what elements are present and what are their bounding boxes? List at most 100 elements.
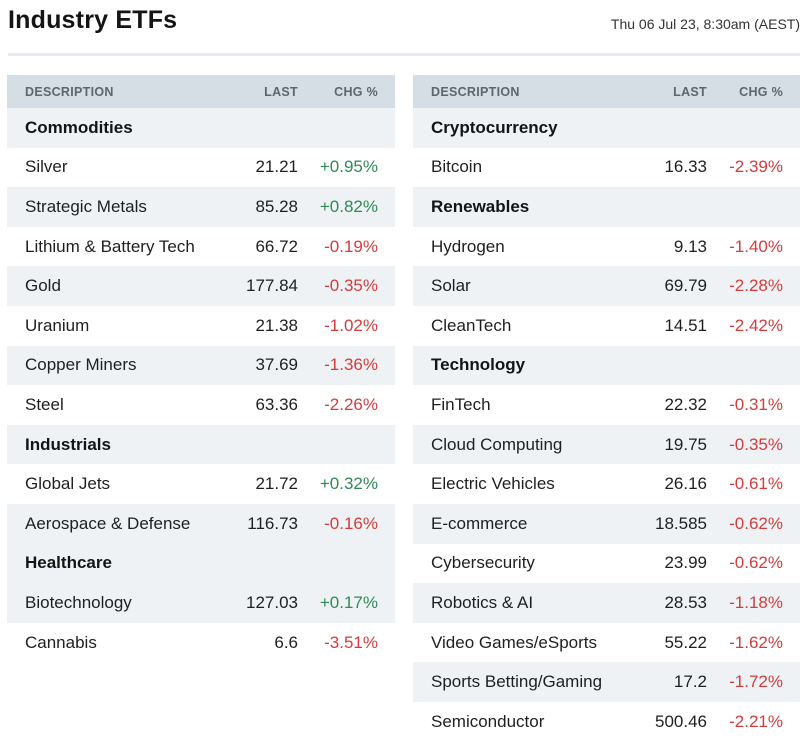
etf-last-price: 6.6 bbox=[274, 632, 298, 652]
etf-name[interactable]: Aerospace & Defense bbox=[25, 513, 191, 533]
etf-name[interactable]: Copper Miners bbox=[25, 355, 137, 375]
table-row[interactable]: Strategic Metals 85.28 +0.82% bbox=[7, 187, 395, 227]
etf-name[interactable]: Electric Vehicles bbox=[431, 474, 555, 494]
table-row[interactable]: Robotics & AI 28.53 -1.18% bbox=[413, 583, 800, 623]
etf-name[interactable]: Hydrogen bbox=[431, 236, 505, 256]
etf-change-percent: -0.62% bbox=[729, 513, 783, 533]
table-row[interactable]: Biotechnology 127.03 +0.17% bbox=[7, 583, 395, 623]
group-header-row: Technology bbox=[413, 345, 800, 386]
etf-name[interactable]: Cannabis bbox=[25, 632, 97, 652]
group-label: Technology bbox=[413, 345, 800, 386]
table-row[interactable]: Copper Miners 37.69 -1.36% bbox=[7, 345, 395, 386]
etf-last-price: 16.33 bbox=[664, 157, 707, 177]
column-header-last[interactable]: LAST bbox=[673, 84, 707, 99]
etf-name[interactable]: Global Jets bbox=[25, 474, 111, 494]
table-row[interactable]: Semiconductor 500.46 -2.21% bbox=[413, 701, 800, 742]
etf-name[interactable]: Cybersecurity bbox=[431, 553, 535, 573]
table-row[interactable]: Solar 69.79 -2.28% bbox=[413, 266, 800, 306]
etf-last-price: 37.69 bbox=[255, 355, 298, 375]
table-row[interactable]: Lithium & Battery Tech 66.72 -0.19% bbox=[7, 226, 395, 267]
etf-change-percent: +0.32% bbox=[319, 474, 378, 494]
right-etf-table: DESCRIPTION LAST CHG % Cryptocurrency Bit… bbox=[413, 75, 800, 742]
table-row[interactable]: Steel 63.36 -2.26% bbox=[7, 385, 395, 425]
table-row[interactable]: Sports Betting/Gaming 17.2 -1.72% bbox=[413, 662, 800, 702]
etf-name[interactable]: Silver bbox=[25, 157, 68, 177]
table-row[interactable]: Gold 177.84 -0.35% bbox=[7, 266, 395, 306]
group-header-row: Industrials bbox=[7, 424, 395, 465]
column-header-description[interactable]: DESCRIPTION bbox=[431, 84, 520, 99]
etf-change-percent: -0.62% bbox=[729, 553, 783, 573]
etf-name[interactable]: Gold bbox=[25, 276, 61, 296]
table-row[interactable]: Global Jets 21.72 +0.32% bbox=[7, 464, 395, 504]
table-row[interactable]: Silver 21.21 +0.95% bbox=[7, 147, 395, 188]
table-row[interactable]: Electric Vehicles 26.16 -0.61% bbox=[413, 464, 800, 504]
etf-name[interactable]: FinTech bbox=[431, 394, 491, 414]
etf-last-price: 23.99 bbox=[664, 553, 707, 573]
etf-last-price: 63.36 bbox=[255, 394, 298, 414]
table-header-row: DESCRIPTION LAST CHG % bbox=[7, 75, 395, 108]
group-label: Renewables bbox=[413, 187, 800, 227]
etf-change-percent: -1.02% bbox=[324, 315, 378, 335]
etf-change-percent: -3.51% bbox=[324, 632, 378, 652]
table-row[interactable]: Uranium 21.38 -1.02% bbox=[7, 305, 395, 346]
etf-last-price: 69.79 bbox=[664, 276, 707, 296]
etf-last-price: 18.585 bbox=[655, 513, 707, 533]
group-header-row: Commodities bbox=[7, 108, 395, 148]
etf-last-price: 85.28 bbox=[255, 196, 298, 216]
header-divider bbox=[8, 53, 800, 56]
etf-name[interactable]: Robotics & AI bbox=[431, 592, 534, 612]
group-header-row: Healthcare bbox=[7, 543, 395, 584]
etf-name[interactable]: Video Games/eSports bbox=[431, 632, 597, 652]
etf-change-percent: -2.39% bbox=[729, 157, 783, 177]
table-row[interactable]: Cloud Computing 19.75 -0.35% bbox=[413, 424, 800, 465]
etf-name[interactable]: Solar bbox=[431, 276, 471, 296]
table-row[interactable]: Bitcoin 16.33 -2.39% bbox=[413, 147, 800, 188]
etf-change-percent: -2.28% bbox=[729, 276, 783, 296]
etf-name[interactable]: Sports Betting/Gaming bbox=[431, 672, 603, 692]
etf-name[interactable]: Lithium & Battery Tech bbox=[25, 236, 195, 256]
table-row[interactable]: FinTech 22.32 -0.31% bbox=[413, 385, 800, 425]
etf-change-percent: +0.95% bbox=[319, 157, 378, 177]
column-header-chg[interactable]: CHG % bbox=[334, 84, 378, 99]
etf-last-price: 21.38 bbox=[255, 315, 298, 335]
table-row[interactable]: Aerospace & Defense 116.73 -0.16% bbox=[7, 503, 395, 544]
etf-change-percent: -0.31% bbox=[729, 394, 783, 414]
etf-change-percent: -0.35% bbox=[729, 434, 783, 454]
etf-last-price: 14.51 bbox=[664, 315, 707, 335]
table-row[interactable]: CleanTech 14.51 -2.42% bbox=[413, 305, 800, 346]
table-row[interactable]: Hydrogen 9.13 -1.40% bbox=[413, 226, 800, 267]
etf-name[interactable]: Strategic Metals bbox=[25, 196, 147, 216]
etf-change-percent: +0.17% bbox=[319, 592, 378, 612]
etf-change-percent: -0.19% bbox=[324, 236, 378, 256]
table-row[interactable]: Cannabis 6.6 -3.51% bbox=[7, 622, 395, 663]
group-label: Commodities bbox=[7, 108, 395, 148]
table-row[interactable]: E-commerce 18.585 -0.62% bbox=[413, 503, 800, 544]
etf-last-price: 55.22 bbox=[664, 632, 707, 652]
etf-name[interactable]: Bitcoin bbox=[431, 157, 483, 177]
etf-name[interactable]: CleanTech bbox=[431, 315, 512, 335]
column-header-chg[interactable]: CHG % bbox=[739, 84, 783, 99]
column-header-last[interactable]: LAST bbox=[264, 84, 298, 99]
etf-change-percent: -1.72% bbox=[729, 672, 783, 692]
etf-name[interactable]: Uranium bbox=[25, 315, 90, 335]
etf-change-percent: -1.36% bbox=[324, 355, 378, 375]
column-header-description[interactable]: DESCRIPTION bbox=[25, 84, 114, 99]
etf-change-percent: -0.35% bbox=[324, 276, 378, 296]
etf-name[interactable]: E-commerce bbox=[431, 513, 528, 533]
left-etf-table: DESCRIPTION LAST CHG % Commodities Silver… bbox=[7, 75, 395, 663]
etf-name[interactable]: Biotechnology bbox=[25, 592, 132, 612]
etf-name[interactable]: Cloud Computing bbox=[431, 434, 563, 454]
etf-change-percent: -0.61% bbox=[729, 474, 783, 494]
etf-last-price: 22.32 bbox=[664, 394, 707, 414]
group-header-row: Renewables bbox=[413, 187, 800, 227]
etf-name[interactable]: Steel bbox=[25, 394, 64, 414]
etf-name[interactable]: Semiconductor bbox=[431, 711, 545, 731]
group-label: Industrials bbox=[7, 424, 395, 465]
table-row[interactable]: Cybersecurity 23.99 -0.62% bbox=[413, 543, 800, 584]
etf-change-percent: -0.16% bbox=[324, 513, 378, 533]
etf-last-price: 19.75 bbox=[664, 434, 707, 454]
group-label: Cryptocurrency bbox=[413, 108, 800, 148]
table-row[interactable]: Video Games/eSports 55.22 -1.62% bbox=[413, 622, 800, 663]
etf-last-price: 26.16 bbox=[664, 474, 707, 494]
etf-last-price: 21.21 bbox=[255, 157, 298, 177]
